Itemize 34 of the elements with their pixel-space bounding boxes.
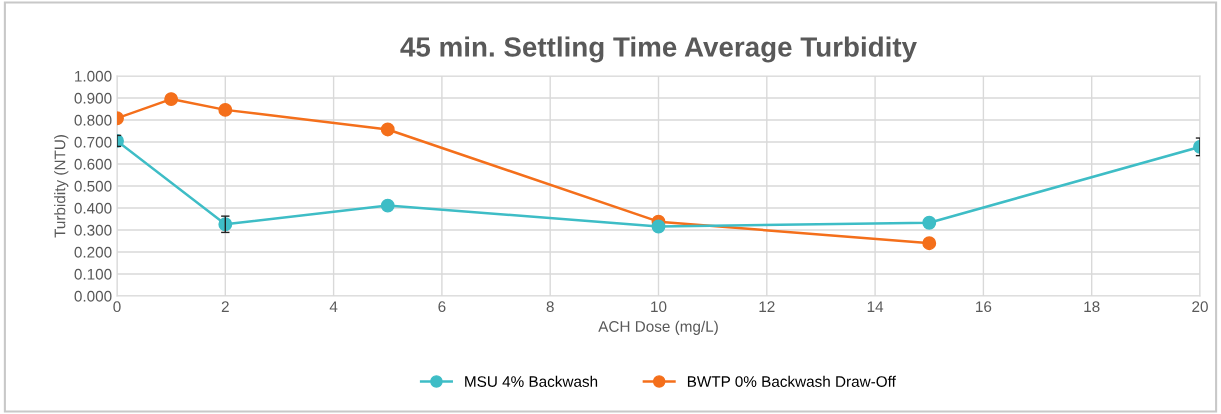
y-tick-label: 0.900 (74, 92, 112, 104)
x-tick-label: 4 (329, 301, 338, 312)
point (380, 122, 395, 137)
y-tick-label: 0.100 (74, 268, 112, 280)
point (922, 215, 937, 230)
point (651, 219, 666, 234)
y-tick-label: 0.600 (74, 158, 112, 170)
x-tick-label: 20 (1192, 301, 1208, 313)
point (922, 236, 937, 251)
y-axis-title: Turbidity (NTU) (54, 135, 69, 238)
y-tick-label: 0.500 (74, 180, 112, 192)
x-tick-label: 8 (546, 301, 554, 313)
x-tick-label: 2 (221, 301, 229, 312)
y-tick-label: 0.200 (74, 246, 112, 258)
x-tick-label: 10 (651, 301, 667, 313)
legend-label: BWTP 0% Backwash Draw-Off (687, 375, 896, 387)
x-tick-label: 16 (976, 301, 992, 313)
x-tick-label: 18 (1084, 301, 1100, 313)
y-tick-label: 0.000 (74, 290, 112, 302)
x-axis-title: ACH Dose (mg/L) (598, 320, 718, 335)
y-tick-label: 0.300 (74, 224, 112, 236)
point (218, 102, 233, 117)
x-tick-label: 14 (867, 301, 884, 312)
point (164, 92, 179, 107)
legend-label: MSU 4% Backwash (465, 375, 598, 387)
point (380, 198, 395, 213)
x-tick-label: 6 (438, 301, 446, 313)
chart-title: 45 min. Settling Time Average Turbidity (400, 36, 917, 63)
y-tick-label: 0.700 (74, 136, 112, 148)
y-tick-label: 1.000 (75, 70, 112, 82)
x-tick-label: 12 (759, 301, 775, 312)
y-tick-label: 0.400 (74, 202, 112, 214)
x-tick-label: 0 (113, 301, 121, 313)
y-tick-label: 0.800 (74, 114, 112, 126)
